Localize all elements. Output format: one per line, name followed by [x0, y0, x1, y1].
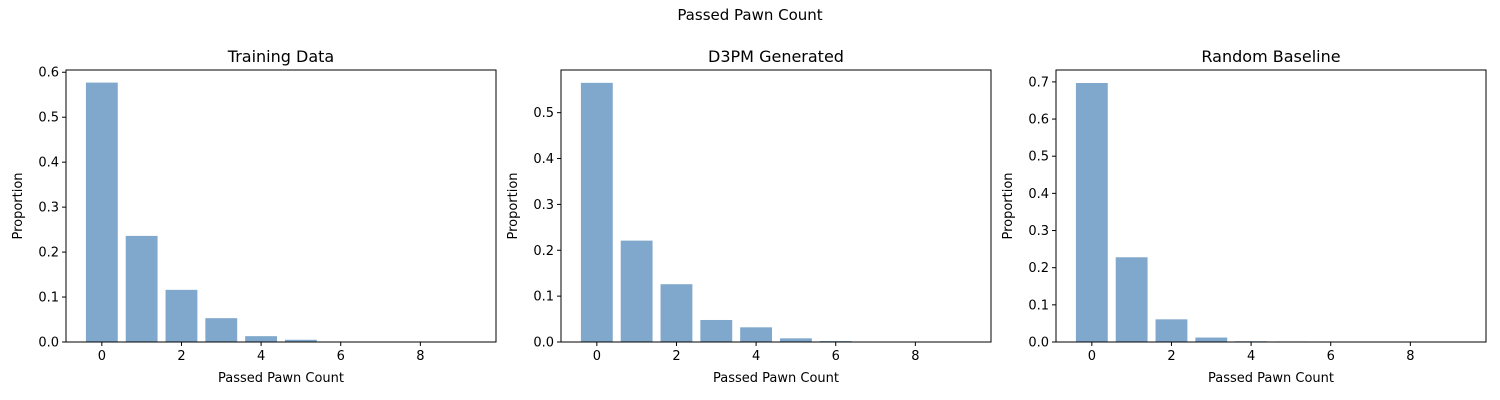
bar-0 [85, 82, 118, 342]
axes-frame [1055, 69, 1487, 343]
x-tick-label: 4 [1247, 349, 1255, 364]
bar-2 [660, 284, 693, 342]
y-tick-label: 0.3 [533, 198, 554, 213]
y-tick-label: 0.6 [1028, 113, 1049, 128]
y-tick-label: 0.7 [1028, 75, 1049, 90]
bar-0 [1075, 83, 1108, 342]
x-tick-label: 8 [911, 349, 919, 364]
y-tick-label: 0.1 [38, 291, 59, 306]
subplot-title: D3PM Generated [708, 47, 844, 66]
y-tick-label: 0.0 [38, 336, 59, 351]
x-tick-label: 2 [672, 349, 680, 364]
bar-5 [779, 338, 812, 342]
bar-1 [125, 235, 158, 342]
y-tick-label: 0.4 [533, 152, 554, 167]
axes-frame [65, 69, 497, 343]
y-tick-label: 0.1 [1028, 298, 1049, 313]
y-tick-label: 0.2 [533, 244, 554, 259]
x-axis-label: Passed Pawn Count [713, 371, 839, 386]
x-tick-label: 2 [1167, 349, 1175, 364]
y-tick-label: 0.4 [38, 156, 59, 171]
x-tick-label: 4 [752, 349, 760, 364]
subplot-random-baseline: 0 2 4 6 8 0.0 0.1 0.2 0.3 0.4 0.5 0.6 0.7 Random Base… [1001, 47, 1487, 386]
bar-1 [620, 240, 653, 342]
figure-title: Passed Pawn Count [677, 6, 823, 24]
y-tick-label: 0.0 [1028, 336, 1049, 351]
y-tick-label: 0.5 [533, 106, 554, 121]
bar-4 [245, 336, 278, 342]
bar-3 [700, 319, 733, 342]
y-tick-label: 0.0 [533, 336, 554, 351]
bar-3 [1195, 337, 1228, 342]
x-tick-label: 4 [257, 349, 265, 364]
y-tick-label: 0.3 [1028, 224, 1049, 239]
y-tick-label: 0.4 [1028, 187, 1049, 202]
bar-2 [1155, 319, 1188, 342]
y-tick-label: 0.2 [38, 246, 59, 261]
y-axis-label: Proportion [1001, 172, 1016, 239]
y-tick-label: 0.1 [533, 290, 554, 305]
y-tick-label: 0.2 [1028, 261, 1049, 276]
subplot-d3pm-generated: 0 2 4 6 8 0.0 0.1 0.2 0.3 0.4 0.5 D3PM Generated Pas… [506, 47, 992, 386]
x-tick-label: 0 [593, 349, 601, 364]
y-tick-label: 0.6 [38, 66, 59, 81]
x-tick-label: 0 [98, 349, 106, 364]
bar-3 [205, 318, 238, 342]
x-tick-label: 2 [177, 349, 185, 364]
y-tick-label: 0.5 [1028, 150, 1049, 165]
bar-1 [1115, 257, 1148, 342]
subplot-title: Training Data [227, 47, 334, 66]
x-tick-label: 8 [416, 349, 424, 364]
x-tick-label: 6 [1327, 349, 1335, 364]
y-axis-label: Proportion [506, 172, 521, 239]
x-tick-label: 8 [1406, 349, 1414, 364]
bar-4 [740, 327, 773, 342]
bar-2 [165, 289, 198, 342]
y-tick-label: 0.3 [38, 201, 59, 216]
x-tick-label: 0 [1088, 349, 1096, 364]
x-tick-label: 6 [337, 349, 345, 364]
subplot-training-data: 0 2 4 6 8 0.0 0.1 0.2 0.3 0.4 0.5 0.6 Training Data P… [11, 47, 497, 386]
x-tick-label: 6 [832, 349, 840, 364]
bar-0 [580, 82, 613, 342]
x-axis-label: Passed Pawn Count [1208, 371, 1334, 386]
subplot-title: Random Baseline [1201, 47, 1340, 66]
y-axis-label: Proportion [11, 172, 26, 239]
x-axis-label: Passed Pawn Count [218, 371, 344, 386]
axes-frame [560, 69, 992, 343]
y-tick-label: 0.5 [38, 111, 59, 126]
bar-5 [284, 339, 317, 342]
